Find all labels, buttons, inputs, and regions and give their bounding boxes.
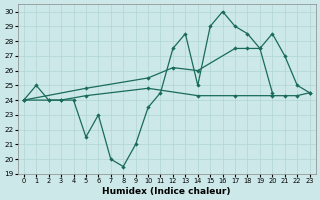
X-axis label: Humidex (Indice chaleur): Humidex (Indice chaleur) — [102, 187, 231, 196]
